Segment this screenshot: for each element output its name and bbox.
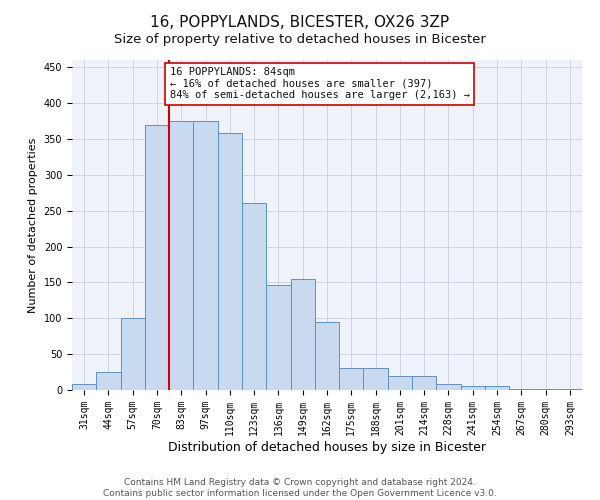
Bar (169, 121, 193, 390)
Bar (242, 204, 266, 390)
Bar (388, 376, 412, 390)
Bar (266, 286, 290, 390)
Y-axis label: Number of detached properties: Number of detached properties (28, 138, 38, 312)
Bar (218, 133, 242, 390)
Bar (145, 124, 169, 390)
Bar (339, 368, 364, 390)
Bar (315, 322, 339, 390)
Bar (121, 318, 145, 390)
Text: Size of property relative to detached houses in Bicester: Size of property relative to detached ho… (114, 32, 486, 46)
Bar (461, 386, 485, 390)
Text: Contains HM Land Registry data © Crown copyright and database right 2024.
Contai: Contains HM Land Registry data © Crown c… (103, 478, 497, 498)
X-axis label: Distribution of detached houses by size in Bicester: Distribution of detached houses by size … (168, 440, 486, 454)
Bar (364, 368, 388, 390)
Bar (96, 372, 121, 390)
Bar (290, 279, 315, 390)
Bar (412, 376, 436, 390)
Bar (509, 388, 533, 390)
Text: 16 POPPYLANDS: 84sqm
← 16% of detached houses are smaller (397)
84% of semi-deta: 16 POPPYLANDS: 84sqm ← 16% of detached h… (170, 67, 470, 100)
Bar (533, 388, 558, 390)
Bar (436, 384, 461, 390)
Bar (72, 384, 96, 390)
Bar (485, 386, 509, 390)
Bar (193, 121, 218, 390)
Text: 16, POPPYLANDS, BICESTER, OX26 3ZP: 16, POPPYLANDS, BICESTER, OX26 3ZP (151, 15, 449, 30)
